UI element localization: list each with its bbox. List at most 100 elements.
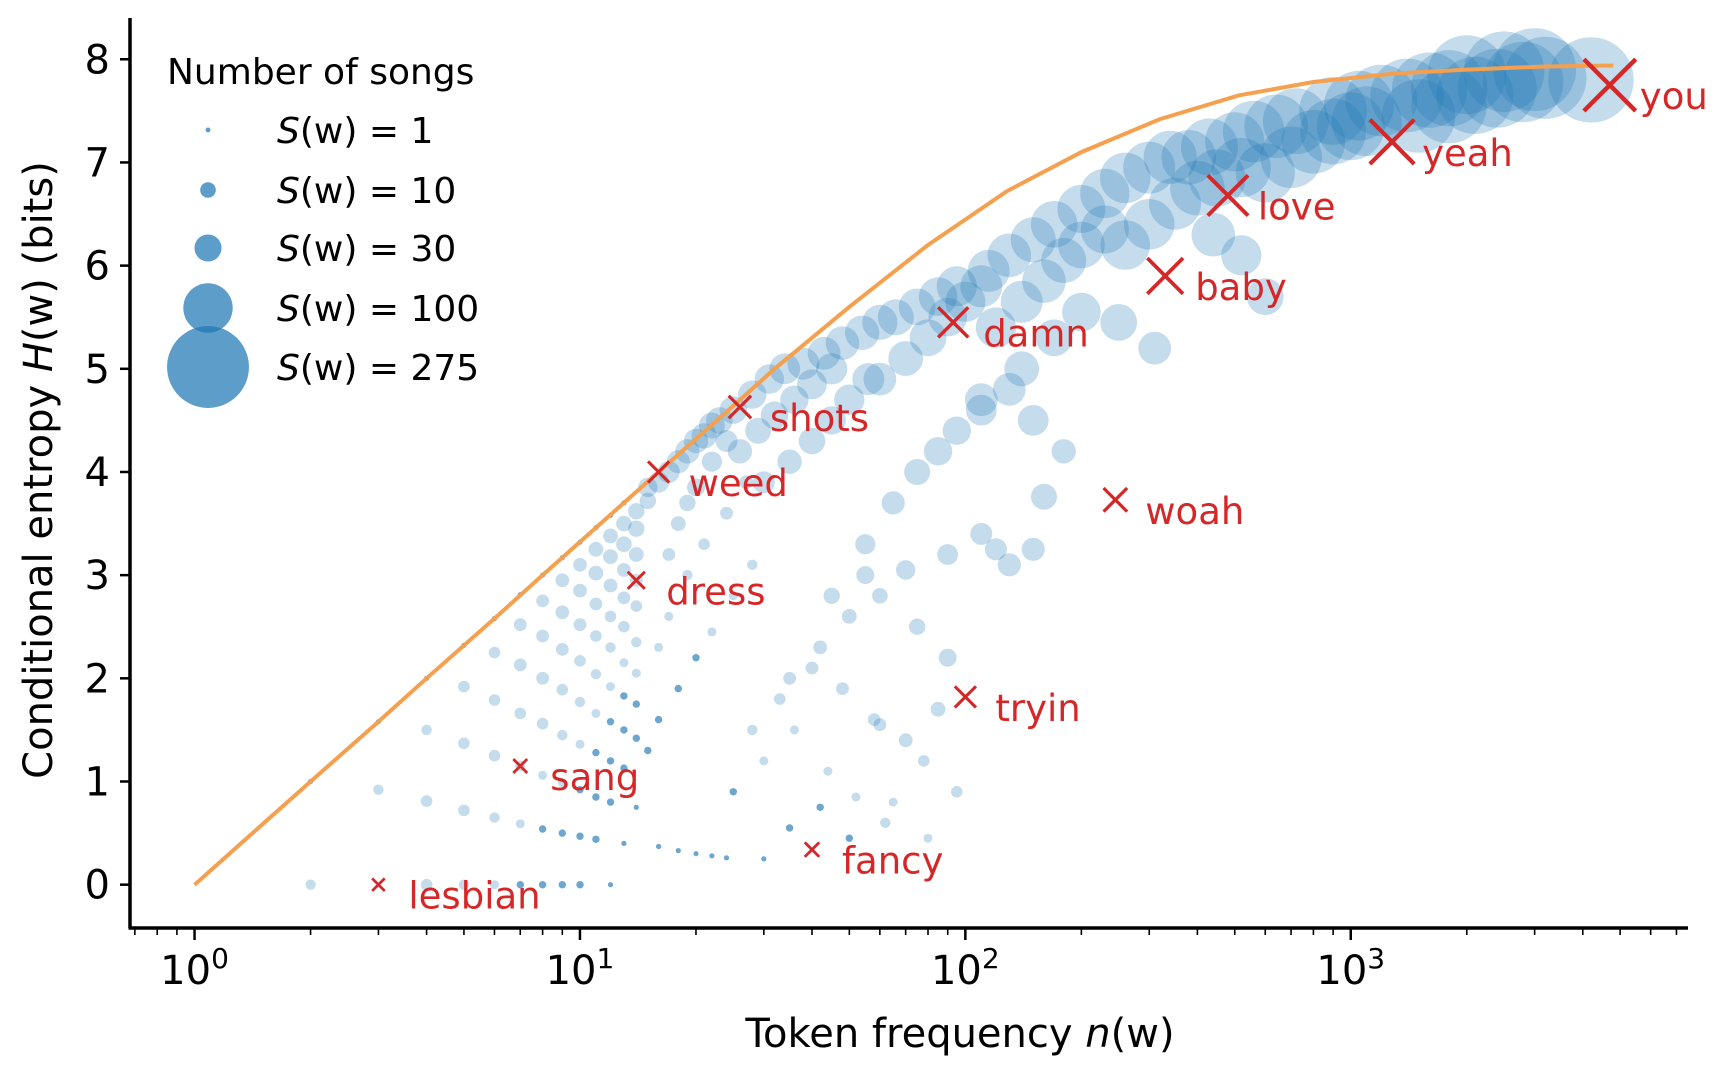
data-point bbox=[620, 726, 628, 734]
data-point bbox=[798, 427, 826, 455]
data-point bbox=[1062, 292, 1101, 332]
data-point bbox=[630, 600, 643, 612]
data-point bbox=[774, 693, 786, 705]
data-point bbox=[797, 369, 827, 400]
data-point bbox=[633, 804, 639, 810]
data-point bbox=[747, 724, 758, 736]
data-point bbox=[490, 880, 499, 890]
data-point bbox=[558, 829, 566, 837]
data-point bbox=[458, 804, 470, 817]
data-point bbox=[666, 450, 690, 474]
data-point bbox=[1463, 31, 1545, 113]
data-point bbox=[1057, 184, 1106, 233]
highlight-marker-yeah bbox=[1368, 118, 1416, 166]
data-point bbox=[687, 478, 705, 497]
data-point bbox=[1181, 118, 1238, 176]
data-point bbox=[872, 588, 888, 604]
data-point bbox=[938, 648, 957, 667]
legend-entry-label: S(w) = 275 bbox=[277, 348, 479, 389]
data-point bbox=[777, 449, 802, 474]
data-point bbox=[918, 277, 958, 316]
data-point bbox=[489, 812, 500, 823]
data-point bbox=[516, 881, 524, 889]
data-point bbox=[1504, 36, 1587, 119]
data-point bbox=[896, 560, 916, 580]
data-point bbox=[1482, 41, 1564, 123]
y-tick-label: 7 bbox=[85, 140, 110, 186]
y-axis-label: Conditional entropy H(w) (bits) bbox=[16, 161, 62, 779]
data-point bbox=[606, 757, 615, 765]
data-point bbox=[761, 856, 767, 862]
data-point bbox=[1000, 280, 1043, 323]
upper-bound-curve bbox=[193, 63, 1614, 887]
data-point bbox=[662, 548, 676, 561]
data-point bbox=[852, 363, 885, 396]
data-point bbox=[536, 594, 549, 608]
data-point bbox=[514, 707, 527, 720]
data-point bbox=[1281, 110, 1346, 174]
word-label-yeah: yeah bbox=[1422, 132, 1513, 175]
data-point bbox=[670, 516, 686, 531]
data-point bbox=[1244, 94, 1308, 159]
highlight-marker-tryin bbox=[953, 685, 978, 709]
data-point bbox=[513, 658, 527, 672]
data-point bbox=[945, 281, 986, 322]
legend-title: Number of songs bbox=[167, 52, 474, 93]
data-point bbox=[1080, 168, 1130, 219]
data-point bbox=[691, 423, 717, 449]
data-point bbox=[639, 492, 656, 510]
data-point bbox=[1316, 92, 1385, 161]
data-point bbox=[631, 668, 641, 678]
legend-marker bbox=[167, 326, 249, 408]
highlight-marker-weed bbox=[646, 460, 671, 484]
data-point bbox=[873, 718, 887, 732]
data-point bbox=[1370, 58, 1444, 133]
data-point bbox=[729, 788, 737, 796]
data-point bbox=[1004, 351, 1040, 387]
data-point bbox=[877, 299, 914, 336]
y-tick-label: 3 bbox=[85, 553, 110, 599]
data-point bbox=[1143, 130, 1197, 184]
data-point bbox=[654, 715, 663, 724]
data-point bbox=[970, 522, 993, 545]
y-tick-label: 1 bbox=[85, 759, 110, 805]
data-point bbox=[825, 326, 860, 360]
data-point bbox=[1149, 177, 1201, 230]
data-point bbox=[606, 798, 615, 806]
data-point bbox=[573, 557, 587, 572]
data-point bbox=[576, 881, 584, 889]
data-point bbox=[603, 578, 618, 593]
data-point bbox=[1205, 112, 1265, 172]
data-point bbox=[698, 538, 710, 550]
word-label-dress: dress bbox=[666, 570, 765, 613]
legend-marker bbox=[200, 182, 216, 198]
data-point bbox=[631, 637, 642, 648]
data-point bbox=[964, 383, 998, 417]
y-tick-label: 6 bbox=[85, 244, 110, 290]
x-tick-label: 102 bbox=[931, 942, 1000, 994]
data-point bbox=[817, 406, 846, 435]
data-point bbox=[951, 786, 963, 798]
data-point bbox=[536, 671, 549, 685]
data-point bbox=[620, 692, 628, 700]
data-point bbox=[420, 795, 433, 807]
data-point bbox=[1021, 537, 1045, 561]
data-point bbox=[960, 265, 1003, 308]
data-point bbox=[1100, 152, 1151, 204]
data-point bbox=[576, 786, 584, 794]
data-point bbox=[909, 618, 926, 635]
highlighted-words: you yeah love baby damn shots weed woah dress try… bbox=[371, 57, 1708, 918]
data-point bbox=[975, 307, 1017, 348]
data-point bbox=[787, 347, 820, 380]
data-point bbox=[918, 755, 930, 767]
data-point bbox=[789, 725, 799, 735]
data-point bbox=[759, 756, 769, 766]
legend-entry-label: S(w) = 30 bbox=[277, 229, 456, 270]
highlight-marker-fancy bbox=[803, 841, 821, 858]
y-tick-label: 2 bbox=[85, 656, 110, 702]
data-point bbox=[923, 437, 953, 466]
data-point bbox=[752, 471, 775, 494]
data-point bbox=[1222, 100, 1285, 163]
data-point bbox=[845, 315, 880, 350]
data-point bbox=[556, 683, 569, 696]
